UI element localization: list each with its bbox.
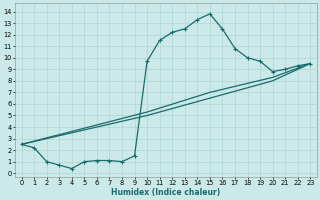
X-axis label: Humidex (Indice chaleur): Humidex (Indice chaleur) xyxy=(111,188,220,197)
